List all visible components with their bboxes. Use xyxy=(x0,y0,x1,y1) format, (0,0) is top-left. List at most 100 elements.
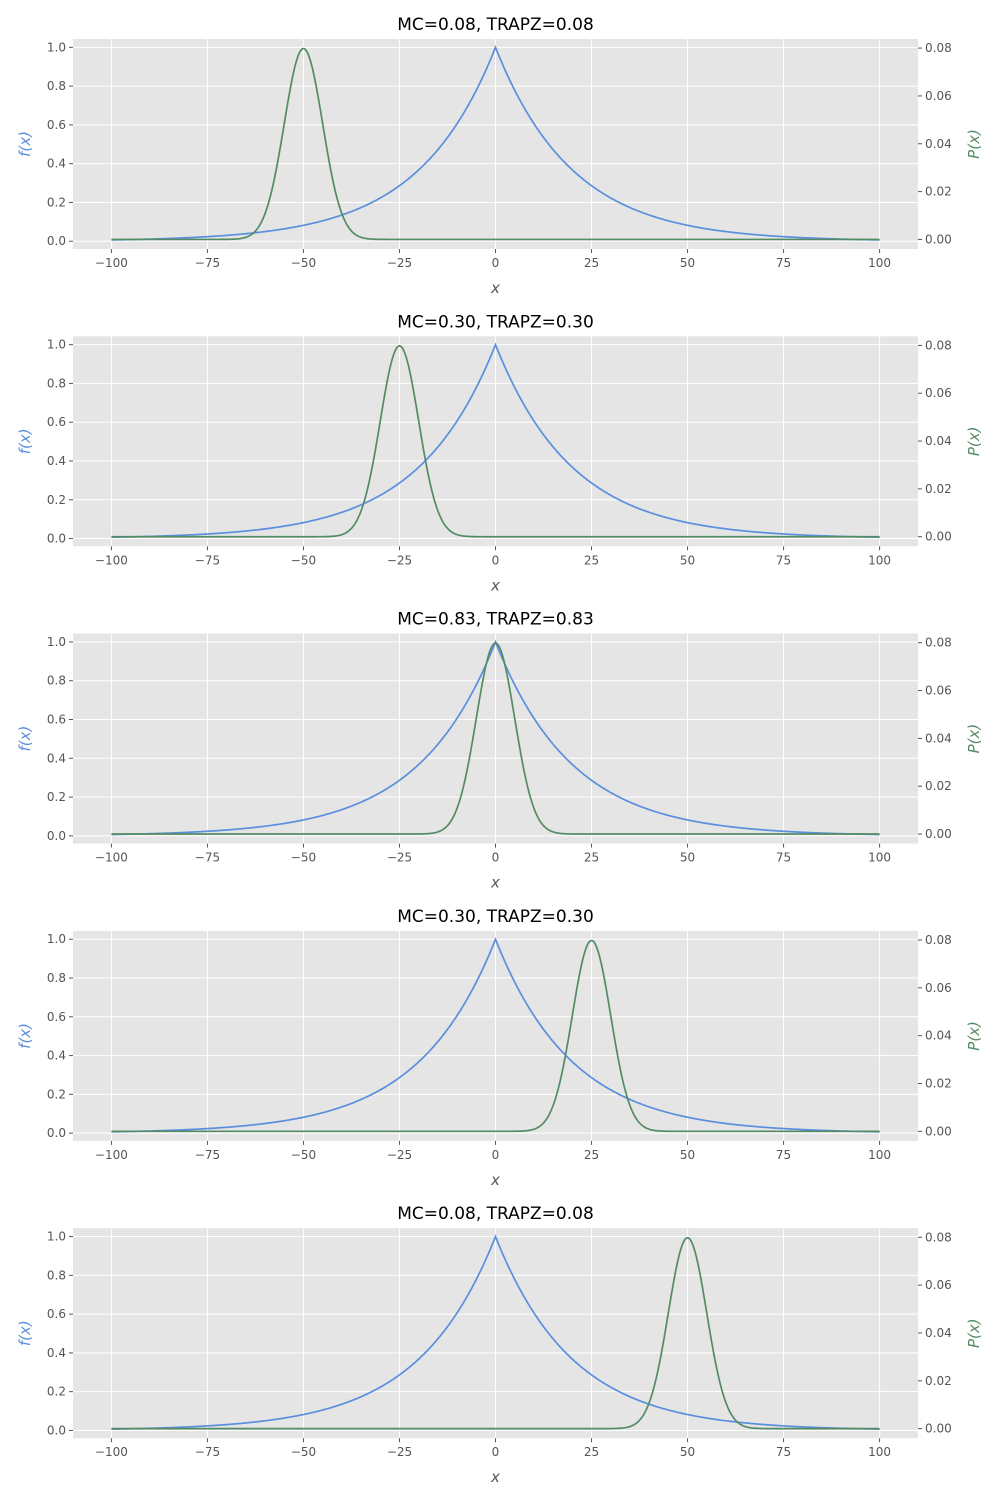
x-tick-label: 100 xyxy=(868,1445,891,1459)
y-axis-label-right: P(x) xyxy=(965,1021,983,1051)
x-tick-label: 0 xyxy=(492,553,500,567)
y-tick-label-right: 0.08 xyxy=(925,1230,952,1244)
y-tick-label-left: 1.0 xyxy=(47,1230,66,1244)
subplot-title: MC=0.30, TRAPZ=0.30 xyxy=(397,312,594,332)
y-tick-label-right: 0.00 xyxy=(925,1422,952,1436)
subplot-title: MC=0.08, TRAPZ=0.08 xyxy=(397,1204,594,1224)
y-tick-label-left: 0.4 xyxy=(47,454,66,468)
y-tick-label-left: 0.4 xyxy=(47,751,66,765)
f-curve xyxy=(111,1234,880,1430)
y-tick-label-left: 0.8 xyxy=(47,971,66,985)
y-tick-label-right: 0.04 xyxy=(925,1326,952,1340)
y-axis-label-right: P(x) xyxy=(965,129,983,159)
y-tick-label-left: 0.8 xyxy=(47,674,66,688)
y-tick-label-left: 1.0 xyxy=(47,338,66,352)
x-tick-label: −25 xyxy=(387,256,412,270)
y-tick-label-right: 0.02 xyxy=(925,1076,952,1090)
y-axis-label-left: f(x) xyxy=(16,1320,34,1346)
y-tick-label-left: 0.0 xyxy=(47,1126,66,1140)
x-tick-label: 50 xyxy=(680,851,695,865)
x-tick-label: −50 xyxy=(291,256,316,270)
y-tick-label-right: 0.08 xyxy=(925,636,952,650)
subplot-2: −100 −75 −50 −25 0 25 50 75 100 0.0 0.2 0.4 0.6 0.8 1.… xyxy=(16,312,983,594)
y-tick-label-left: 0.0 xyxy=(47,1423,66,1437)
y-tick-label-right: 0.02 xyxy=(925,482,952,496)
subplot-title: MC=0.83, TRAPZ=0.83 xyxy=(397,610,594,630)
x-tick-label: −25 xyxy=(387,1445,412,1459)
x-tick-label: 75 xyxy=(776,256,791,270)
x-tick-label: −25 xyxy=(387,553,412,567)
x-tick-label: −50 xyxy=(291,1148,316,1162)
y-tick-label-left: 0.6 xyxy=(47,415,66,429)
y-tick-label-right: 0.06 xyxy=(925,684,952,698)
x-tick-label: −75 xyxy=(195,1148,220,1162)
y-tick-label-right: 0.00 xyxy=(925,530,952,544)
y-tick-label-right: 0.08 xyxy=(925,338,952,352)
y-tick-label-left: 0.2 xyxy=(47,1385,66,1399)
x-tick-label: −100 xyxy=(95,1148,128,1162)
x-tick-label: 100 xyxy=(868,1148,891,1162)
subplot-3: −100 −75 −50 −25 0 25 50 75 100 0.0 0.2 0.4 0.6 0.8 1.… xyxy=(16,610,983,892)
y-tick-label-left: 0.2 xyxy=(47,1087,66,1101)
P-curve xyxy=(111,47,880,241)
y-tick-label-right: 0.06 xyxy=(925,981,952,995)
P-curve xyxy=(111,345,880,538)
f-curve xyxy=(111,342,880,539)
P-curve xyxy=(111,642,880,835)
y-tick-label-right: 0.00 xyxy=(925,827,952,841)
y-tick-label-right: 0.04 xyxy=(925,137,952,151)
y-tick-label-right: 0.04 xyxy=(925,731,952,745)
subplot-1: −100 −75 −50 −25 0 25 50 75 100 0.0 0.2 0.4 0.6 0.8 1.… xyxy=(16,15,983,297)
P-curve xyxy=(111,939,880,1133)
y-axis-label-right: P(x) xyxy=(965,426,983,456)
y-tick-label-left: 0.2 xyxy=(47,195,66,209)
x-tick-label: 0 xyxy=(492,1445,500,1459)
y-tick-label-left: 1.0 xyxy=(47,40,66,54)
x-tick-label: 25 xyxy=(584,1148,599,1162)
x-tick-label: 0 xyxy=(492,1148,500,1162)
y-tick-label-left: 0.4 xyxy=(47,157,66,171)
x-axis-label: x xyxy=(490,279,500,297)
f-curve xyxy=(111,45,880,241)
x-tick-label: 50 xyxy=(680,256,695,270)
y-tick-label-right: 0.02 xyxy=(925,185,952,199)
x-tick-label: −25 xyxy=(387,851,412,865)
y-tick-label-left: 0.2 xyxy=(47,790,66,804)
y-tick-label-left: 0.0 xyxy=(47,829,66,843)
y-tick-label-left: 0.0 xyxy=(47,532,66,546)
x-tick-label: −75 xyxy=(195,553,220,567)
y-tick-label-right: 0.04 xyxy=(925,1029,952,1043)
y-tick-label-right: 0.08 xyxy=(925,933,952,947)
y-tick-label-left: 1.0 xyxy=(47,635,66,649)
y-axis-label-left: f(x) xyxy=(16,1023,34,1049)
y-tick-label-right: 0.04 xyxy=(925,434,952,448)
y-tick-label-right: 0.06 xyxy=(925,1278,952,1292)
y-tick-label-left: 0.4 xyxy=(47,1346,66,1360)
x-tick-label: 25 xyxy=(584,553,599,567)
x-tick-label: 75 xyxy=(776,553,791,567)
y-tick-label-left: 0.8 xyxy=(47,376,66,390)
x-tick-label: 50 xyxy=(680,1148,695,1162)
y-tick-label-right: 0.06 xyxy=(925,386,952,400)
x-axis-label: x xyxy=(490,874,500,892)
y-tick-label-right: 0.02 xyxy=(925,1374,952,1388)
y-tick-label-left: 1.0 xyxy=(47,932,66,946)
x-axis-label: x xyxy=(490,1468,500,1486)
x-tick-label: −25 xyxy=(387,1148,412,1162)
x-axis-label: x xyxy=(490,1171,500,1189)
y-tick-label-left: 0.6 xyxy=(47,1010,66,1024)
x-tick-label: −100 xyxy=(95,553,128,567)
x-tick-label: −75 xyxy=(195,1445,220,1459)
x-tick-label: −50 xyxy=(291,1445,316,1459)
x-tick-label: 100 xyxy=(868,553,891,567)
x-tick-label: 100 xyxy=(868,851,891,865)
x-tick-label: 100 xyxy=(868,256,891,270)
subplot-title: MC=0.08, TRAPZ=0.08 xyxy=(397,15,594,35)
x-tick-label: −100 xyxy=(95,851,128,865)
y-tick-label-left: 0.8 xyxy=(47,1268,66,1282)
x-tick-label: 50 xyxy=(680,1445,695,1459)
f-curve xyxy=(111,639,880,836)
x-tick-label: 75 xyxy=(776,1445,791,1459)
y-tick-label-right: 0.06 xyxy=(925,89,952,103)
